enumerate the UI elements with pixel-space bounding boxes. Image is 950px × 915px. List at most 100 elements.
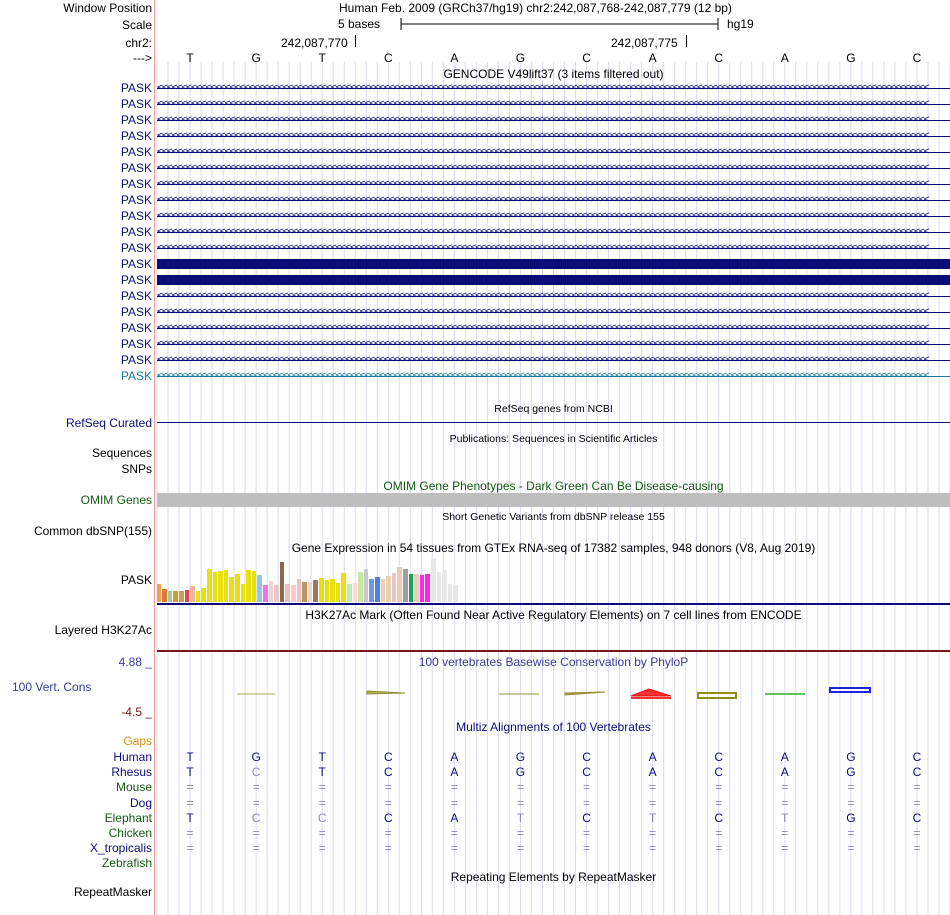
h3k27ac-track-title[interactable]: H3K27Ac Mark (Often Found Near Active Re… (305, 608, 802, 622)
gtex-tissue-bar[interactable] (190, 585, 195, 602)
gene-feature-arrows[interactable]: <<<<<<<<<<<<<<<<<<<<<<<<<<<<<<<<<<<<<<<<… (157, 321, 950, 335)
gene-label[interactable]: PASK (120, 161, 152, 175)
gtex-tissue-bar[interactable] (223, 569, 229, 602)
gtex-tissue-bar[interactable] (246, 569, 251, 602)
gene-label[interactable]: PASK (120, 257, 152, 271)
gtex-tissue-bar[interactable] (296, 579, 302, 602)
gene-label[interactable]: PASK (120, 337, 152, 351)
gtex-tissue-bar[interactable] (178, 590, 184, 602)
gene-feature-arrows[interactable]: <<<<<<<<<<<<<<<<<<<<<<<<<<<<<<<<<<<<<<<<… (157, 305, 950, 319)
gtex-tissue-bar[interactable] (184, 590, 190, 602)
gtex-tissue-bar[interactable] (425, 574, 431, 602)
publications-sequences-label[interactable]: Sequences (91, 446, 152, 460)
gtex-tissue-bar[interactable] (324, 579, 330, 602)
gene-feature-arrows[interactable]: <<<<<<<<<<<<<<<<<<<<<<<<<<<<<<<<<<<<<<<<… (157, 129, 950, 143)
species-label[interactable]: Zebrafish (101, 856, 152, 871)
gene-label[interactable]: PASK (120, 129, 152, 143)
gtex-tissue-bar[interactable] (229, 577, 235, 602)
gtex-tissue-bar[interactable] (262, 584, 268, 602)
gtex-tissue-bar[interactable] (346, 583, 352, 602)
gene-feature-arrows[interactable]: <<<<<<<<<<<<<<<<<<<<<<<<<<<<<<<<<<<<<<<<… (157, 241, 950, 255)
omim-gene-bar[interactable] (157, 493, 950, 507)
gtex-tissue-bar[interactable] (414, 574, 419, 602)
gencode-track-title[interactable]: GENCODE V49lift37 (3 items filtered out) (443, 67, 664, 81)
gtex-tissue-bar[interactable] (430, 558, 436, 602)
gene-feature-arrows[interactable]: <<<<<<<<<<<<<<<<<<<<<<<<<<<<<<<<<<<<<<<<… (157, 113, 950, 127)
gtex-tissue-bar[interactable] (408, 574, 414, 602)
gene-label[interactable]: PASK (120, 273, 152, 287)
gene-label[interactable]: PASK (120, 241, 152, 255)
conservation-label[interactable]: 100 Vert. Cons (12, 680, 92, 694)
multiz-track-title[interactable]: Multiz Alignments of 100 Vertebrates (456, 720, 651, 734)
refseq-curated-label[interactable]: RefSeq Curated (65, 416, 152, 430)
gtex-tissue-bar[interactable] (358, 571, 363, 602)
gene-feature-arrows[interactable]: <<<<<<<<<<<<<<<<<<<<<<<<<<<<<<<<<<<<<<<<… (157, 177, 950, 191)
conservation-signal[interactable] (157, 685, 950, 705)
gene-label[interactable]: PASK (120, 289, 152, 303)
gtex-tissue-bar[interactable] (335, 582, 341, 602)
conservation-track-title[interactable]: 100 vertebrates Basewise Conservation by… (418, 655, 689, 669)
gtex-tissue-bar[interactable] (156, 583, 162, 602)
gene-feature-arrows[interactable]: <<<<<<<<<<<<<<<<<<<<<<<<<<<<<<<<<<<<<<<<… (157, 145, 950, 159)
gtex-tissue-bar[interactable] (386, 576, 391, 602)
omim-genes-label[interactable]: OMIM Genes (80, 493, 152, 507)
h3k27ac-label[interactable]: Layered H3K27Ac (54, 623, 152, 637)
gtex-tissue-bar[interactable] (330, 579, 335, 602)
gtex-tissue-bar[interactable] (206, 568, 212, 602)
gene-feature-thick[interactable] (157, 275, 950, 285)
gene-label[interactable]: PASK (120, 321, 152, 335)
gtex-tissue-bar[interactable] (257, 575, 263, 602)
gtex-tissue-bar[interactable] (402, 568, 408, 602)
gtex-tissue-bar[interactable] (279, 562, 285, 602)
publications-track-title[interactable]: Publications: Sequences in Scientific Ar… (449, 433, 658, 445)
gene-label[interactable]: PASK (120, 209, 152, 223)
gtex-tissue-bar[interactable] (290, 584, 296, 602)
repeatmasker-label[interactable]: RepeatMasker (73, 885, 152, 899)
gtex-tissue-bar[interactable] (318, 578, 324, 602)
gtex-tissue-bar[interactable] (285, 583, 291, 602)
gtex-tissue-bar[interactable] (447, 583, 453, 602)
omim-track-title[interactable]: OMIM Gene Phenotypes - Dark Green Can Be… (383, 479, 724, 493)
common-dbsnp-label[interactable]: Common dbSNP(155) (33, 524, 152, 538)
species-label[interactable]: Chicken (108, 826, 152, 840)
gtex-tissue-bar[interactable] (442, 569, 447, 602)
gtex-tissue-bar[interactable] (313, 579, 319, 602)
gtex-tissue-bar[interactable] (212, 572, 218, 602)
gtex-tissue-bar[interactable] (436, 571, 442, 602)
gene-label[interactable]: PASK (120, 113, 152, 127)
gtex-tissue-bar[interactable] (419, 575, 425, 602)
gtex-tissue-bar[interactable] (391, 572, 397, 602)
gene-label[interactable]: PASK (120, 97, 152, 111)
species-label[interactable]: X_tropicalis (89, 841, 152, 856)
gtex-tissue-bar[interactable] (341, 572, 347, 602)
gene-label[interactable]: PASK (120, 225, 152, 239)
species-label[interactable]: Elephant (104, 810, 152, 825)
gene-label[interactable]: PASK (120, 177, 152, 191)
species-label[interactable]: Dog (129, 795, 152, 810)
gtex-tissue-bar[interactable] (453, 585, 459, 602)
gene-feature-arrows[interactable]: <<<<<<<<<<<<<<<<<<<<<<<<<<<<<<<<<<<<<<<<… (157, 369, 950, 383)
gene-feature-arrows[interactable]: <<<<<<<<<<<<<<<<<<<<<<<<<<<<<<<<<<<<<<<<… (157, 81, 950, 95)
gene-label[interactable]: PASK (120, 145, 152, 159)
gene-label[interactable]: PASK (120, 81, 152, 95)
gtex-tissue-bar[interactable] (173, 590, 179, 602)
gtex-expression-bars[interactable] (156, 556, 536, 602)
gene-feature-arrows[interactable]: <<<<<<<<<<<<<<<<<<<<<<<<<<<<<<<<<<<<<<<<… (157, 337, 950, 351)
gene-label[interactable]: PASK (120, 305, 152, 319)
gene-feature-thick[interactable] (157, 259, 950, 269)
gtex-tissue-bar[interactable] (380, 579, 386, 602)
gtex-tissue-bar[interactable] (397, 567, 403, 602)
gtex-tissue-bar[interactable] (374, 577, 380, 602)
repeatmasker-track-title[interactable]: Repeating Elements by RepeatMasker (450, 870, 657, 884)
gtex-tissue-bar[interactable] (251, 570, 257, 602)
gtex-tissue-bar[interactable] (167, 590, 173, 602)
gene-label[interactable]: PASK (120, 369, 152, 383)
gtex-tissue-bar[interactable] (363, 568, 369, 602)
gtex-tissue-bar[interactable] (307, 581, 313, 602)
publications-snps-label[interactable]: SNPs (121, 462, 152, 476)
gtex-tissue-bar[interactable] (195, 590, 201, 602)
gene-feature-arrows[interactable]: <<<<<<<<<<<<<<<<<<<<<<<<<<<<<<<<<<<<<<<<… (157, 353, 950, 367)
gene-feature-arrows[interactable]: <<<<<<<<<<<<<<<<<<<<<<<<<<<<<<<<<<<<<<<<… (157, 161, 950, 175)
gtex-tissue-bar[interactable] (162, 589, 167, 602)
